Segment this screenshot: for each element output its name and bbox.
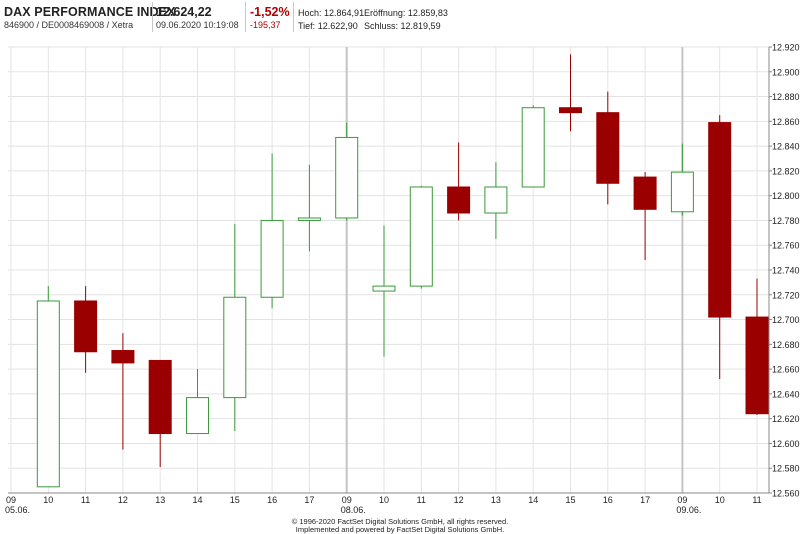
x-tick-label: 10 <box>43 495 53 505</box>
open-field: Eröffnung: 12.859,83 <box>364 8 448 18</box>
y-tick-label: 12.880 <box>772 92 800 102</box>
x-tick-label: 16 <box>603 495 613 505</box>
high-value: 12.864,91 <box>324 8 365 18</box>
header-divider <box>293 2 294 32</box>
open-label: Eröffnung: <box>364 8 406 18</box>
low-field: Tief: 12.622,90 <box>298 21 358 31</box>
x-tick-label: 11 <box>81 495 90 505</box>
x-date-label: 09.06. <box>676 505 701 515</box>
candle-body-up <box>36 300 60 488</box>
x-tick-label: 17 <box>304 495 314 505</box>
instrument-identifiers: 846900 / DE0008469008 / Xetra <box>4 20 134 30</box>
header-divider <box>245 2 246 32</box>
y-tick-label: 12.560 <box>772 489 800 499</box>
candle-body-down <box>596 112 620 184</box>
y-tick-label: 12.740 <box>772 266 800 276</box>
candle-body-down <box>633 176 657 210</box>
quote-header: DAX PERFORMANCE INDEX 846900 / DE0008469… <box>0 0 800 38</box>
y-tick-label: 12.920 <box>772 43 800 53</box>
change-percent: -1,52% <box>250 5 290 19</box>
y-tick-label: 12.640 <box>772 389 800 399</box>
candle-body-up <box>484 186 508 214</box>
powered-by-line: Implemented and powered by FactSet Digit… <box>295 525 505 534</box>
low-value: 12.622,90 <box>317 21 358 31</box>
candle-body-up <box>521 107 545 188</box>
y-tick-label: 12.840 <box>772 142 800 152</box>
candle-body-down <box>111 350 135 364</box>
candle-body-up <box>260 219 284 298</box>
copyright-line: © 1996-2020 FactSet Digital Solutions Gm… <box>291 517 509 526</box>
y-tick-label: 12.860 <box>772 117 800 127</box>
candle-body-down <box>559 107 582 114</box>
change-absolute: -195,37 <box>250 20 281 30</box>
x-tick-label: 13 <box>491 495 501 505</box>
y-tick-label: 12.620 <box>772 414 800 424</box>
y-tick-label: 12.700 <box>772 315 800 325</box>
x-tick-label: 17 <box>640 495 650 505</box>
close-field: Schluss: 12.819,59 <box>364 21 441 31</box>
candle-body-down <box>74 300 98 353</box>
x-date-label: 08.06. <box>341 505 366 515</box>
x-tick-label: 13 <box>155 495 165 505</box>
candle-body-down <box>148 359 172 435</box>
header-divider <box>152 2 153 32</box>
x-tick-label: 10 <box>379 495 389 505</box>
candle-body-up <box>186 397 209 435</box>
high-field: Hoch: 12.864,91 <box>298 8 364 18</box>
x-tick-label: 11 <box>752 495 761 505</box>
candle-body-up <box>409 186 433 287</box>
low-label: Tief: <box>298 21 316 31</box>
x-tick-label: 15 <box>230 495 240 505</box>
x-tick-label: 09 <box>6 495 16 505</box>
y-tick-label: 12.680 <box>772 340 800 350</box>
open-value: 12.859,83 <box>407 8 448 18</box>
y-tick-label: 12.820 <box>772 166 800 176</box>
y-tick-label: 12.720 <box>772 290 800 300</box>
candle-body-up <box>670 171 694 213</box>
candle-body-down <box>447 186 471 214</box>
x-tick-label: 10 <box>715 495 725 505</box>
close-value: 12.819,59 <box>400 21 441 31</box>
x-tick-label: 12 <box>454 495 464 505</box>
x-tick-label: 14 <box>528 495 538 505</box>
candle-body-down <box>708 122 732 318</box>
y-tick-label: 12.900 <box>772 67 800 77</box>
candle-body-up <box>372 285 396 292</box>
x-tick-label: 09 <box>342 495 352 505</box>
y-tick-label: 12.600 <box>772 439 800 449</box>
candle-body-up <box>335 136 359 219</box>
x-tick-label: 12 <box>118 495 128 505</box>
candle-body-up <box>223 296 247 399</box>
x-tick-label: 09 <box>677 495 687 505</box>
x-date-label: 05.06. <box>5 505 30 515</box>
candle-body-down <box>745 316 769 415</box>
candle-body-up <box>297 217 321 221</box>
price-datetime: 09.06.2020 10:19:08 <box>156 20 239 30</box>
x-tick-label: 11 <box>417 495 426 505</box>
instrument-name: DAX PERFORMANCE INDEX <box>4 5 176 19</box>
y-tick-label: 12.760 <box>772 241 800 251</box>
x-tick-label: 14 <box>192 495 202 505</box>
high-label: Hoch: <box>298 8 322 18</box>
y-tick-label: 12.800 <box>772 191 800 201</box>
x-tick-label: 16 <box>267 495 277 505</box>
x-tick-label: 15 <box>565 495 575 505</box>
close-label: Schluss: <box>364 21 399 31</box>
y-tick-label: 12.780 <box>772 216 800 226</box>
y-tick-label: 12.660 <box>772 365 800 375</box>
last-price: 12.624,22 <box>156 5 212 19</box>
y-tick-label: 12.580 <box>772 464 800 474</box>
